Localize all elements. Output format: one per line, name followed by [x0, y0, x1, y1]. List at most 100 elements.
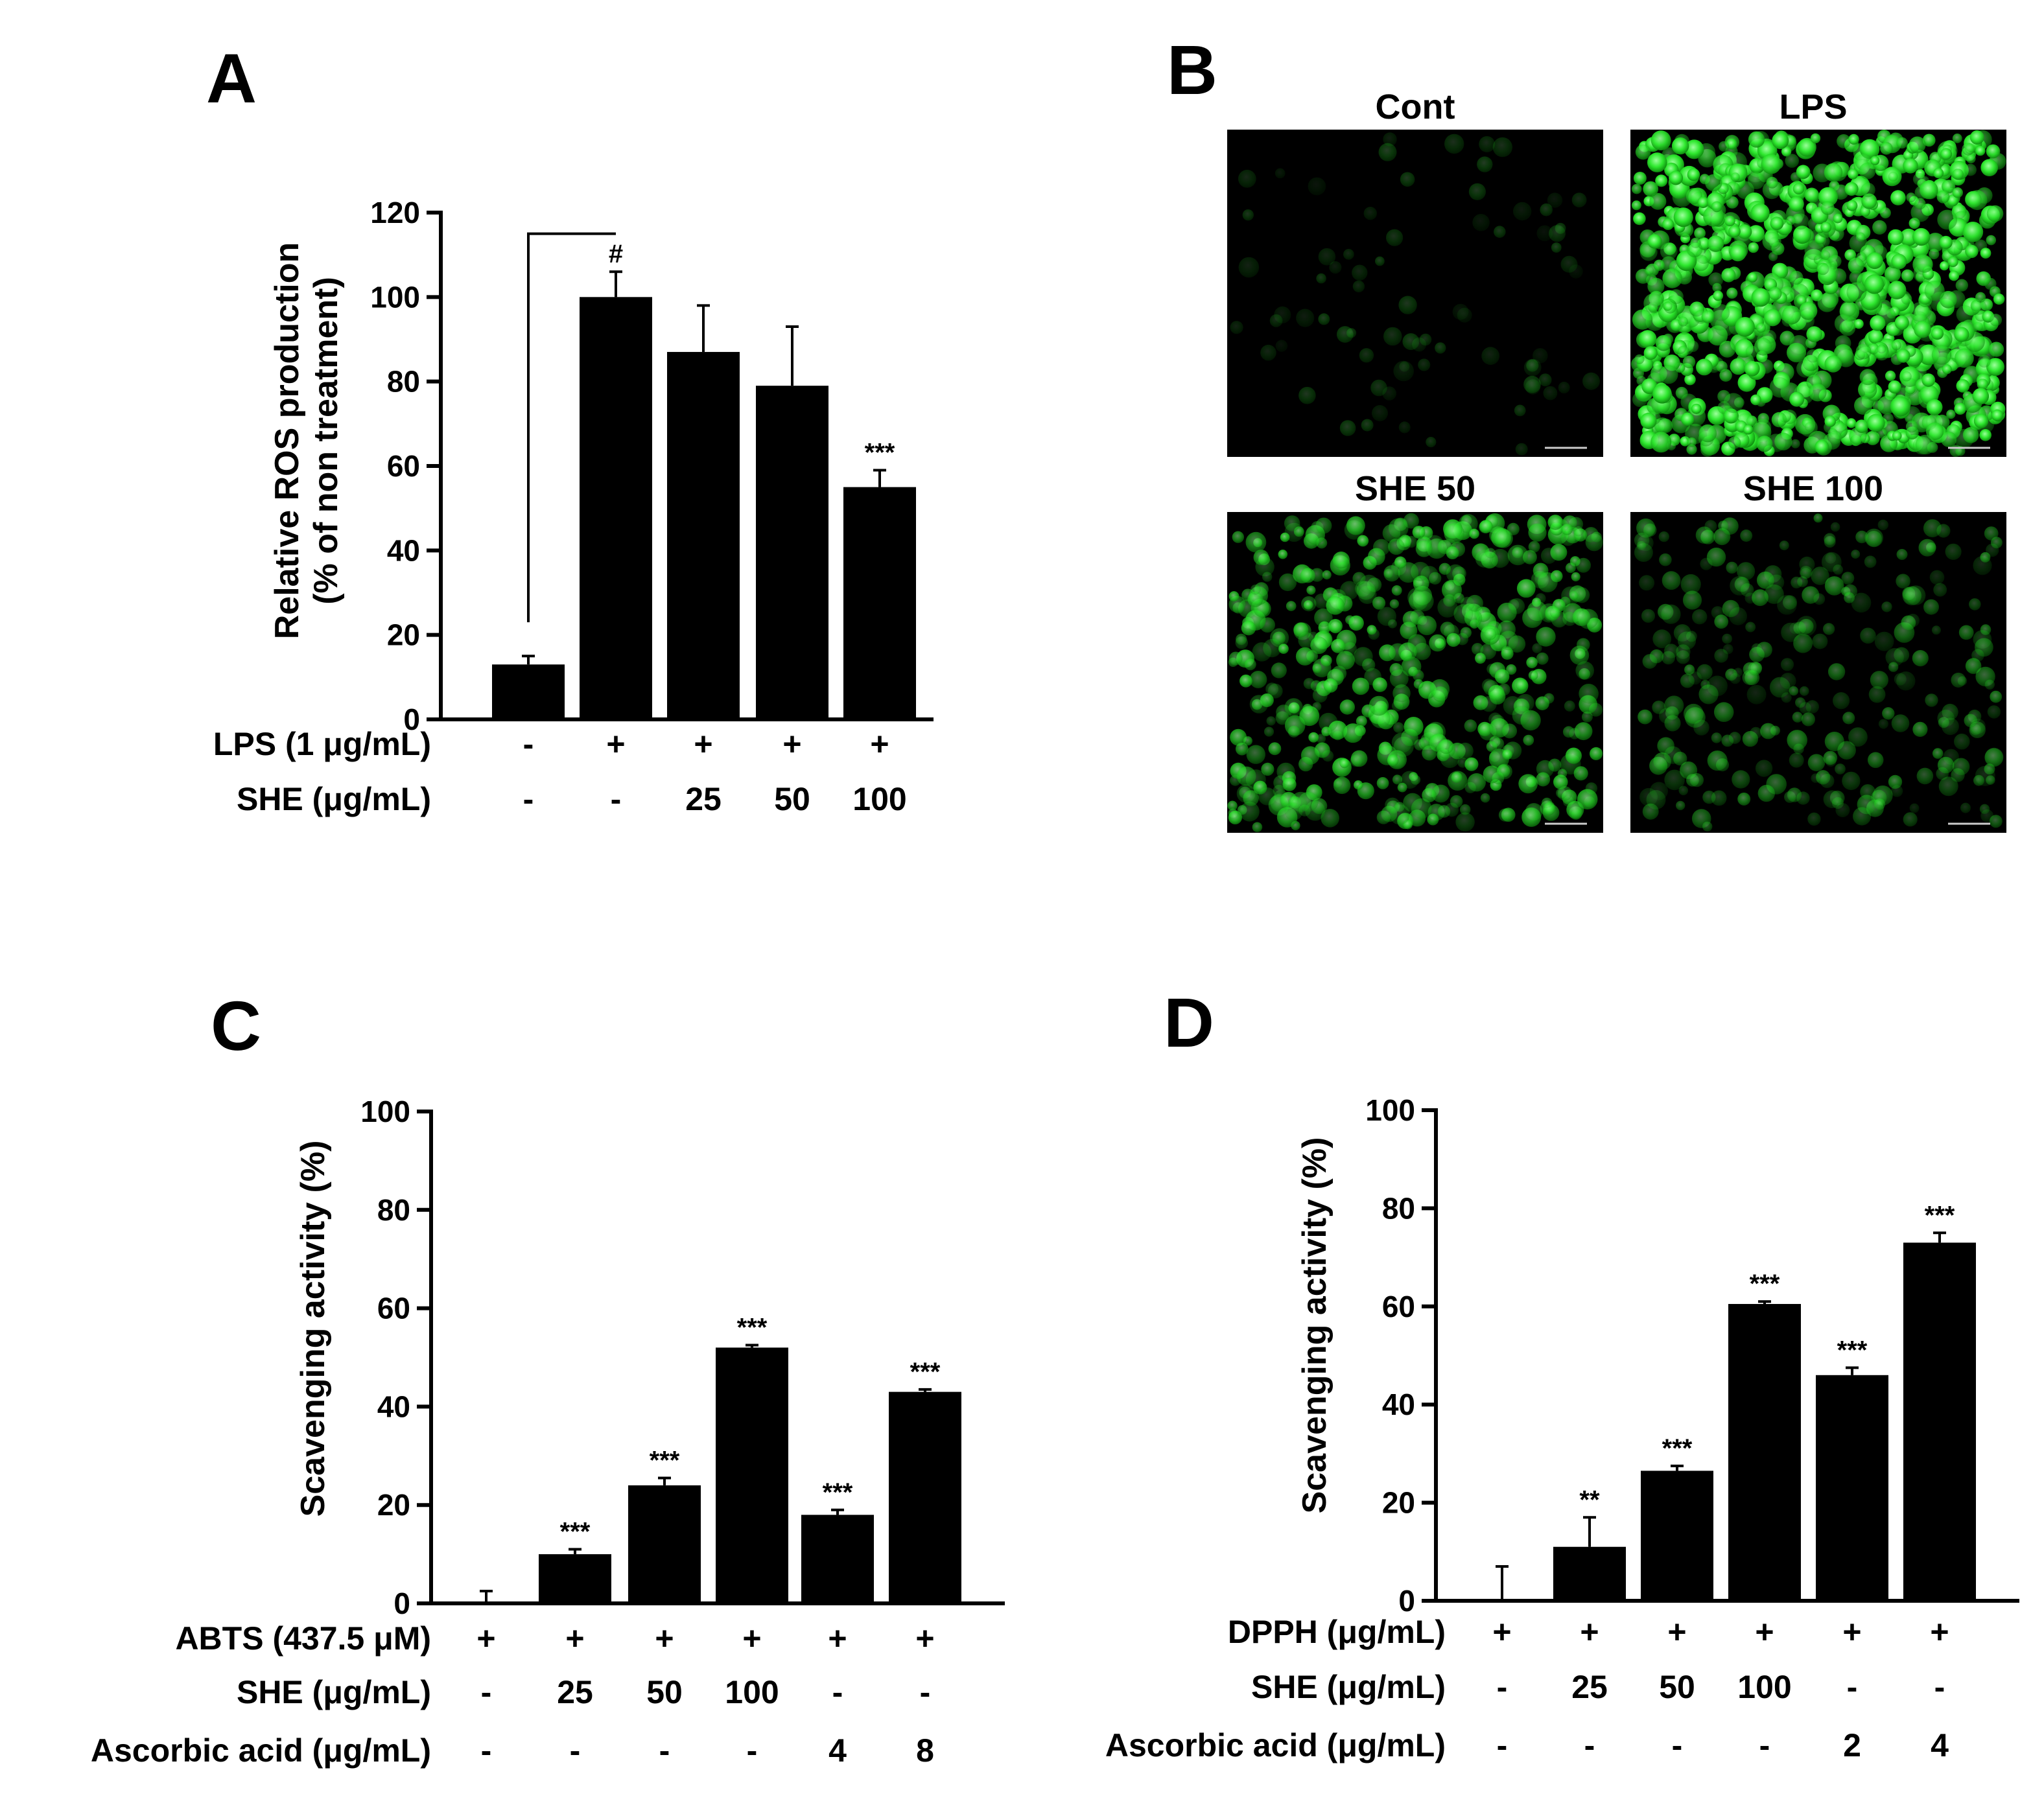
a-y-tick-label: 120 [370, 196, 420, 229]
fluorescent-cell [1569, 728, 1580, 739]
fluorescent-cell [1979, 804, 1990, 815]
fluorescent-cell [1787, 342, 1807, 363]
fluorescent-cell [1797, 576, 1808, 587]
fluorescent-cell [1411, 798, 1432, 819]
fluorescent-cell [1268, 742, 1282, 756]
fluorescent-cell [1451, 772, 1463, 784]
fluorescent-cell [1440, 622, 1455, 636]
fluorescent-cell [1458, 514, 1478, 533]
fluorescent-cell [1649, 192, 1667, 210]
fluorescent-cell [1682, 355, 1696, 369]
fluorescent-cell [1536, 627, 1556, 647]
c-y-tick-label: 0 [394, 1587, 410, 1620]
fluorescent-cell [1312, 663, 1322, 673]
fluorescent-cell [1855, 343, 1872, 360]
fluorescent-cell [1969, 598, 1981, 611]
d-bar [1728, 1304, 1801, 1601]
fluorescent-cell [1384, 568, 1394, 578]
fluorescent-cell [1833, 692, 1850, 710]
fluorescent-cell [1639, 575, 1655, 591]
fluorescent-cell [1772, 132, 1789, 150]
fluorescent-cell [1707, 235, 1724, 252]
c-condition-cell: + [476, 1620, 495, 1657]
micrograph-lps [1630, 130, 2006, 457]
fluorescent-cell [1308, 177, 1326, 196]
fluorescent-cell [1707, 750, 1728, 771]
fluorescent-cell [1809, 384, 1827, 402]
fluorescent-cell [1700, 557, 1713, 570]
fluorescent-cell [1641, 609, 1656, 623]
fluorescent-cell [1730, 172, 1740, 182]
fluorescent-cell [1352, 572, 1366, 585]
fluorescent-cell [1494, 529, 1513, 548]
fluorescent-cell [1903, 158, 1918, 174]
fluorescent-cell [1718, 520, 1729, 531]
fluorescent-cell [1582, 372, 1600, 390]
fluorescent-cell [1284, 515, 1300, 531]
fluorescent-cell [1844, 181, 1859, 196]
fluorescent-cell [1350, 754, 1363, 767]
fluorescent-cell [1484, 627, 1497, 640]
fluorescent-cell [1848, 727, 1868, 747]
fluorescent-cell [1492, 738, 1505, 750]
fluorescent-cell [1537, 572, 1558, 592]
fluorescent-cell [1394, 556, 1407, 569]
fluorescent-cell [1837, 134, 1851, 148]
fluorescent-cell [1842, 771, 1861, 791]
fluorescent-cell [1697, 196, 1709, 209]
fluorescent-cell [1547, 192, 1563, 208]
fluorescent-cell [1266, 716, 1276, 726]
fluorescent-cell [1780, 673, 1796, 690]
fluorescent-cell [1956, 379, 1970, 393]
fluorescent-cell [1890, 190, 1906, 205]
fluorescent-cell [1332, 552, 1350, 569]
fluorescent-cell [1964, 191, 1982, 208]
fluorescent-cell [1326, 596, 1345, 615]
fluorescent-cell [1846, 418, 1857, 428]
fluorescent-cell [1633, 212, 1646, 226]
fluorescent-cell [1914, 320, 1931, 338]
fluorescent-cell [1891, 340, 1901, 351]
fluorescent-cell [1861, 182, 1875, 198]
fluorescent-cell [1958, 625, 1974, 640]
fluorescent-cell [1348, 615, 1364, 631]
fluorescent-cell [1414, 739, 1426, 751]
fluorescent-cell [1239, 802, 1260, 822]
fluorescent-cell [1978, 355, 1991, 368]
fluorescent-cell [1962, 222, 1984, 242]
fluorescent-cell [1312, 688, 1328, 703]
fluorescent-cell [1228, 591, 1239, 602]
fluorescent-cell [1375, 256, 1385, 266]
fluorescent-cell [1293, 622, 1309, 638]
c-condition-cell: 100 [725, 1674, 779, 1710]
a-significance-label: # [609, 240, 623, 268]
fluorescent-cell [1752, 589, 1768, 607]
fluorescent-cell [1409, 591, 1428, 611]
fluorescent-cell [1687, 340, 1699, 353]
fluorescent-cell [1253, 780, 1267, 795]
fluorescent-cell [1246, 745, 1266, 764]
c-condition-row-label: SHE (μg/mL) [237, 1674, 431, 1710]
fluorescent-cell [1750, 727, 1762, 739]
fluorescent-cell [1977, 378, 1988, 390]
fluorescent-cell [1932, 748, 1944, 759]
fluorescent-cell [1747, 272, 1757, 283]
fluorescent-cell [1363, 207, 1377, 220]
panel-label-a: A [206, 39, 257, 117]
fluorescent-cell [1854, 396, 1873, 415]
fluorescent-cell [1286, 601, 1297, 611]
fluorescent-cell [1721, 268, 1736, 283]
fluorescent-cell [1804, 187, 1819, 203]
fluorescent-cell [1868, 329, 1883, 344]
fluorescent-cell [1716, 360, 1728, 373]
fluorescent-cell [1799, 301, 1818, 320]
fluorescent-cell [1761, 154, 1781, 174]
fluorescent-cell [1427, 813, 1439, 826]
fluorescent-cell [1781, 146, 1792, 157]
fluorescent-cell [1275, 168, 1286, 179]
fluorescent-cell [1899, 228, 1918, 246]
fluorescent-cell [1515, 443, 1528, 456]
fluorescent-cell [1564, 700, 1575, 712]
fluorescent-cell [1698, 684, 1719, 704]
fluorescent-cell [1891, 714, 1910, 732]
